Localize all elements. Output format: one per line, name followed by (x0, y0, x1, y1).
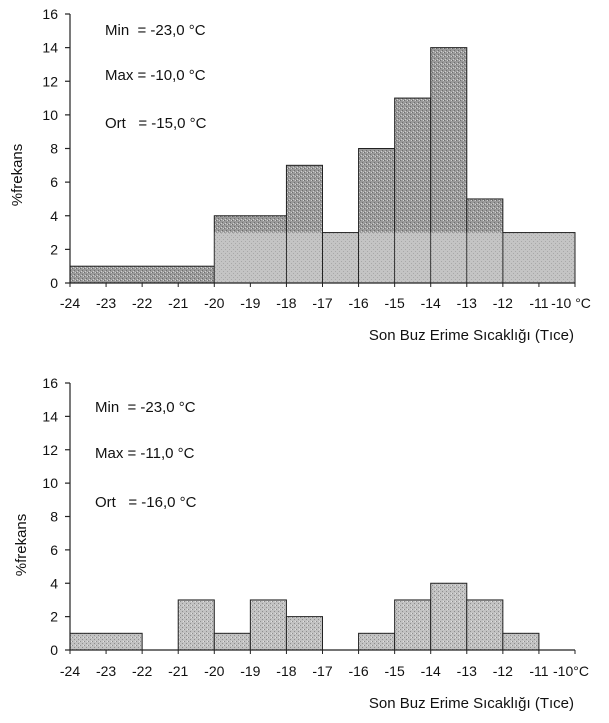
chart-1-bar (69, 265, 215, 284)
chart-2-bar (69, 632, 143, 651)
chart-2-bars (69, 582, 540, 651)
chart-2-y-tick-label: 8 (50, 509, 58, 525)
chart-1-x-tick-label: -19 (240, 295, 260, 311)
chart-1-x-tick-label: -24 (60, 295, 80, 311)
chart-1-y-tick-label: 4 (50, 208, 58, 224)
chart-2-y-ticks: 0 2 4 6 8 10 12 14 16 (42, 375, 70, 658)
chart-1-x-tick-label: -13 (457, 295, 477, 311)
chart-2: 0 2 4 6 8 10 12 14 16 -24 -23 -22 -21 -20 -19 -18 -17 -1… (13, 375, 589, 712)
chart-1-bar-band (359, 232, 395, 283)
chart-1-x-tick-label: -11 (529, 295, 548, 311)
chart-2-x-tick-label: -11 (529, 663, 548, 679)
chart-2-y-tick-label: 12 (42, 442, 58, 458)
chart-1-x-tick-label: -21 (168, 295, 188, 311)
chart-2-x-axis-label: Son Buz Erime Sıcaklığı (Tıce) (369, 695, 574, 712)
chart-2-bar (249, 599, 287, 651)
chart-1-x-tick-label: -23 (96, 295, 116, 311)
chart-2-stat-max: Max = -11,0 °C (95, 445, 195, 462)
chart-2-bar (430, 582, 468, 651)
chart-1-y-tick-label: 2 (50, 241, 58, 257)
chart-2-bar (213, 632, 251, 651)
chart-2-x-tick-label: -20 (204, 663, 224, 679)
chart-2-y-tick-label: 16 (42, 375, 58, 391)
chart-2-x-tick-label: -21 (168, 663, 188, 679)
chart-1-x-tick-label: -18 (276, 295, 296, 311)
chart-1-bar (322, 232, 360, 284)
chart-2-x-tick-label: -23 (96, 663, 116, 679)
chart-1-x-tick-label: -17 (312, 295, 332, 311)
chart-1-stat-min: Min = -23,0 °C (105, 22, 206, 39)
chart-1-y-tick-label: 14 (42, 40, 58, 56)
chart-1-y-tick-label: 10 (42, 107, 58, 123)
chart-1-bar-band (467, 232, 503, 283)
chart-1-y-axis-label: %frekans (9, 144, 26, 207)
chart-1-bars-dark (69, 47, 576, 284)
chart-1-x-axis-label: Son Buz Erime Sıcaklığı (Tıce) (369, 327, 574, 344)
chart-2-x-tick-label: -18 (276, 663, 296, 679)
chart-1-x-tick-label: -10 °C (551, 295, 591, 311)
chart-2-y-tick-label: 10 (42, 475, 58, 491)
chart-2-x-tick-label: -13 (457, 663, 477, 679)
chart-2-x-ticks: -24 -23 -22 -21 -20 -19 -18 -17 -16 -15 -14 -13 -12-… (60, 650, 589, 679)
chart-1-y-tick-label: 16 (42, 6, 58, 22)
chart-2-bar (285, 616, 323, 651)
chart-1-x-tick-label: -20 (204, 295, 224, 311)
chart-1-bar-band (395, 232, 431, 283)
chart-2-bar (466, 599, 504, 651)
chart-1-y-tick-label: 6 (50, 174, 58, 190)
chart-2-y-tick-label: 14 (42, 408, 58, 424)
chart-2-bar (358, 632, 396, 651)
chart-1-y-ticks: 0 2 4 6 8 10 12 14 16 (42, 6, 70, 291)
chart-1: 0 2 4 6 8 10 12 14 16 -24 -23 -22 -21 -20 -19 -18 -17 -1… (9, 6, 591, 344)
chart-2-x-tick-label: -22 (132, 663, 152, 679)
chart-1-x-tick-label: -14 (421, 295, 441, 311)
chart-1-bar-band (286, 232, 322, 283)
chart-2-y-axis-label: %frekans (13, 514, 30, 577)
chart-2-bar (177, 599, 215, 651)
chart-2-x-tick-label: -14 (421, 663, 441, 679)
chart-1-y-tick-label: 12 (42, 73, 58, 89)
chart-2-x-tick-label: -24 (60, 663, 80, 679)
chart-1-x-tick-label: -15 (385, 295, 405, 311)
chart-1-bar-band (431, 232, 467, 283)
chart-2-x-tick-label: -16 (348, 663, 368, 679)
chart-2-stat-avg: Ort = -16,0 °C (95, 494, 197, 511)
chart-1-bar (502, 232, 576, 284)
chart-1-stat-max: Max = -10,0 °C (105, 67, 206, 84)
chart-2-bar (502, 632, 540, 651)
chart-2-x-tick-label: -12 (493, 663, 513, 679)
chart-2-x-tick-label: -15 (385, 663, 405, 679)
chart-2-y-tick-label: 6 (50, 542, 58, 558)
chart-2-x-tick-label: -19 (240, 663, 260, 679)
chart-2-y-tick-label: 0 (50, 642, 58, 658)
chart-1-stat-avg: Ort = -15,0 °C (105, 115, 207, 132)
chart-1-x-ticks: -24 -23 -22 -21 -20 -19 -18 -17 -16 -15 -14 -13 -12-… (60, 283, 591, 311)
chart-1-y-tick-label: 8 (50, 141, 58, 157)
chart-1-x-tick-label: -22 (132, 295, 152, 311)
chart-1-x-tick-label: -16 (348, 295, 368, 311)
chart-1-x-tick-label: -12 (493, 295, 513, 311)
chart-2-y-tick-label: 2 (50, 609, 58, 625)
chart-2-bar (394, 599, 432, 651)
chart-1-y-tick-label: 0 (50, 275, 58, 291)
chart-1-bar-band (214, 232, 286, 283)
chart-2-stat-min: Min = -23,0 °C (95, 399, 196, 416)
chart-2-x-tick-label: -10°C (553, 663, 589, 679)
chart-2-x-tick-label: -17 (312, 663, 332, 679)
chart-2-y-tick-label: 4 (50, 575, 58, 591)
